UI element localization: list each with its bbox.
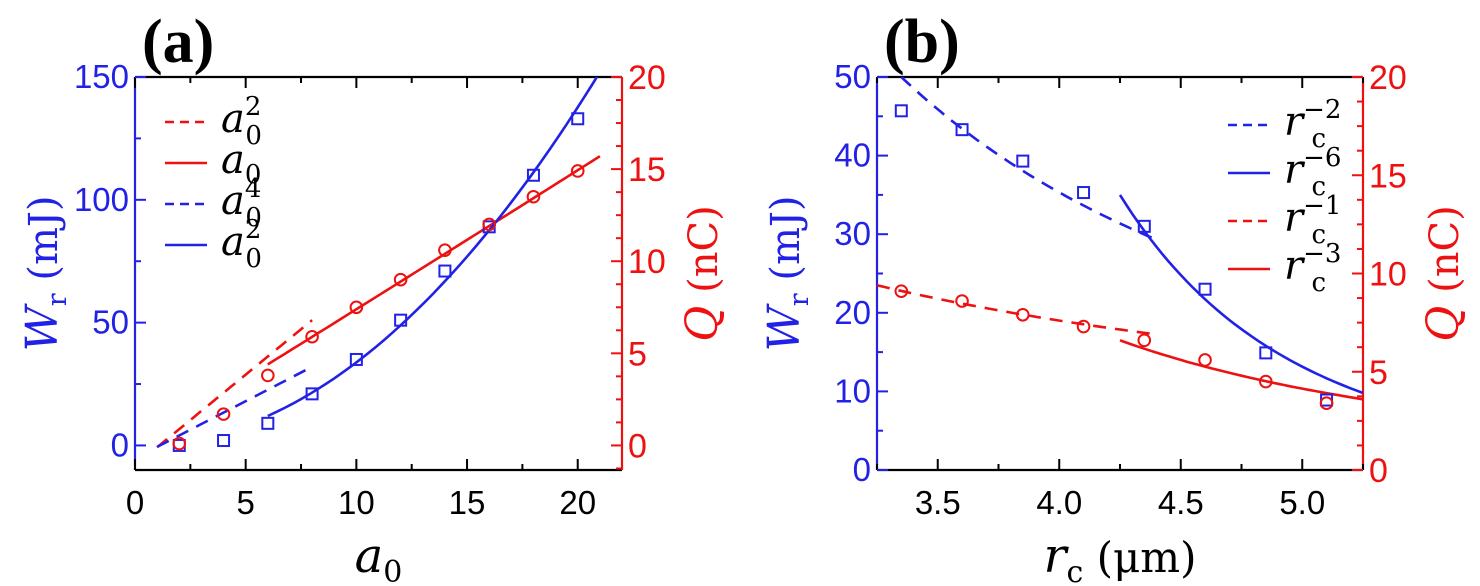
- legend-label: a2 0: [221, 215, 262, 274]
- chart-panel-a: (a) 0 5 10 15 20 0 50 100 150 0 5 10 15 20 Wr (mJ) Q (nC…: [17, 8, 728, 586]
- x-axis-label: rc (μm): [1043, 528, 1196, 586]
- data-point-circle: [305, 329, 319, 344]
- left-y-tick-label: 10: [834, 372, 871, 409]
- left-y-axis-label: Wr (mJ): [17, 195, 73, 351]
- fit-curve-solid: [1119, 339, 1363, 401]
- left-y-tick-label: 100: [74, 181, 129, 218]
- legend-label: r−3 c: [1284, 239, 1341, 298]
- legend-label: r−6 c: [1284, 143, 1341, 202]
- left-y-tick-label: 0: [853, 451, 871, 488]
- fit-curve-dashed: [156, 365, 313, 449]
- left-y-tick-label: 0: [111, 426, 129, 463]
- data-point-circle: [1198, 353, 1212, 367]
- data-point-circle: [1259, 374, 1273, 389]
- right-y-tick-label: 5: [1369, 354, 1388, 392]
- data-point-circle: [216, 407, 231, 421]
- left-y-tick-label: 20: [834, 294, 871, 331]
- data-point-square: [1137, 219, 1151, 233]
- legend-label: r−2 c: [1284, 95, 1341, 154]
- fit-curve-solid: [267, 77, 599, 418]
- chart-panel-b: (b) 3.5 4.0 4.5 5.0 0 10 20 30 40 50 0 5 10 15 20 Wr (mJ…: [759, 8, 1469, 586]
- left-y-tick-label: 30: [834, 215, 871, 252]
- data-point-square: [955, 123, 969, 137]
- data-point-circle: [1137, 333, 1152, 348]
- fit-curve-dashed: [877, 284, 1157, 336]
- left-y-tick-label: 50: [834, 58, 871, 95]
- right-y-tick-label: 20: [1369, 59, 1407, 97]
- data-point-square: [1259, 346, 1273, 360]
- data-point-circle: [482, 217, 496, 232]
- x-tick-label: 15: [449, 484, 486, 521]
- left-y-axis-label: Wr (mJ): [759, 195, 815, 351]
- data-point-square: [1077, 186, 1091, 200]
- right-y-tick-label: 15: [1369, 157, 1407, 195]
- plot-area: [877, 77, 1363, 410]
- fit-curve-dashed: [156, 319, 313, 449]
- x-tick-label: 3.5: [915, 484, 961, 521]
- data-point-circle: [955, 294, 969, 308]
- data-point-square: [1016, 154, 1030, 168]
- data-point-square: [217, 434, 231, 448]
- legend-label: a2 0: [221, 92, 262, 151]
- x-axis-label: a0: [355, 528, 403, 586]
- data-point-circle: [349, 300, 364, 315]
- data-point-circle: [1016, 307, 1030, 322]
- x-tick-label: 5.0: [1279, 484, 1325, 521]
- legend-label: a0: [221, 137, 261, 190]
- fit-curve-solid: [1118, 194, 1363, 395]
- x-tick-label: 4.5: [1158, 484, 1204, 521]
- data-point-square: [305, 387, 319, 401]
- x-tick-label: 10: [338, 484, 375, 521]
- data-point-square: [438, 264, 452, 278]
- x-tick-label: 4.0: [1036, 484, 1082, 521]
- data-point-circle: [393, 272, 408, 287]
- data-point-circle: [570, 164, 585, 178]
- panel-label: (b): [884, 8, 960, 76]
- right-y-tick-label: 10: [628, 243, 666, 281]
- data-point-square: [894, 104, 908, 118]
- right-y-axis-label: Q (nC): [677, 205, 728, 341]
- legend: r−2 cr−6 cr−1 cr−3 c: [1228, 95, 1341, 298]
- x-tick-label: 0: [126, 484, 144, 521]
- fit-curve-solid: [267, 155, 601, 366]
- x-tick-label: 20: [559, 484, 596, 521]
- data-point-circle: [1319, 396, 1334, 410]
- right-y-tick-label: 0: [628, 427, 647, 465]
- left-y-tick-label: 150: [74, 58, 129, 95]
- legend-label: a4 0: [221, 174, 262, 233]
- panel-label: (a): [142, 8, 214, 76]
- right-y-tick-label: 0: [1369, 452, 1388, 490]
- left-y-tick-label: 50: [92, 304, 129, 341]
- right-y-axis-label: Q (nC): [1418, 205, 1469, 341]
- data-point-circle: [1076, 319, 1091, 334]
- data-point-circle: [894, 284, 909, 298]
- left-y-tick-label: 40: [834, 137, 871, 174]
- data-point-square: [394, 313, 408, 327]
- right-y-tick-label: 20: [628, 59, 666, 97]
- data-point-circle: [438, 243, 452, 257]
- data-point-square: [261, 416, 275, 430]
- right-y-tick-label: 5: [628, 335, 647, 373]
- data-point-square: [571, 112, 585, 126]
- x-tick-label: 5: [237, 484, 255, 521]
- plot-area: [156, 77, 601, 452]
- data-point-circle: [261, 368, 275, 383]
- data-point-circle: [526, 189, 541, 204]
- data-point-circle: [172, 436, 187, 451]
- right-y-tick-label: 10: [1369, 256, 1407, 294]
- fit-curve-dashed: [900, 77, 1158, 241]
- legend-label: r−1 c: [1284, 191, 1341, 250]
- data-point-square: [1198, 282, 1212, 296]
- right-y-tick-label: 15: [628, 151, 666, 189]
- data-point-square: [349, 352, 363, 366]
- data-point-square: [526, 168, 540, 182]
